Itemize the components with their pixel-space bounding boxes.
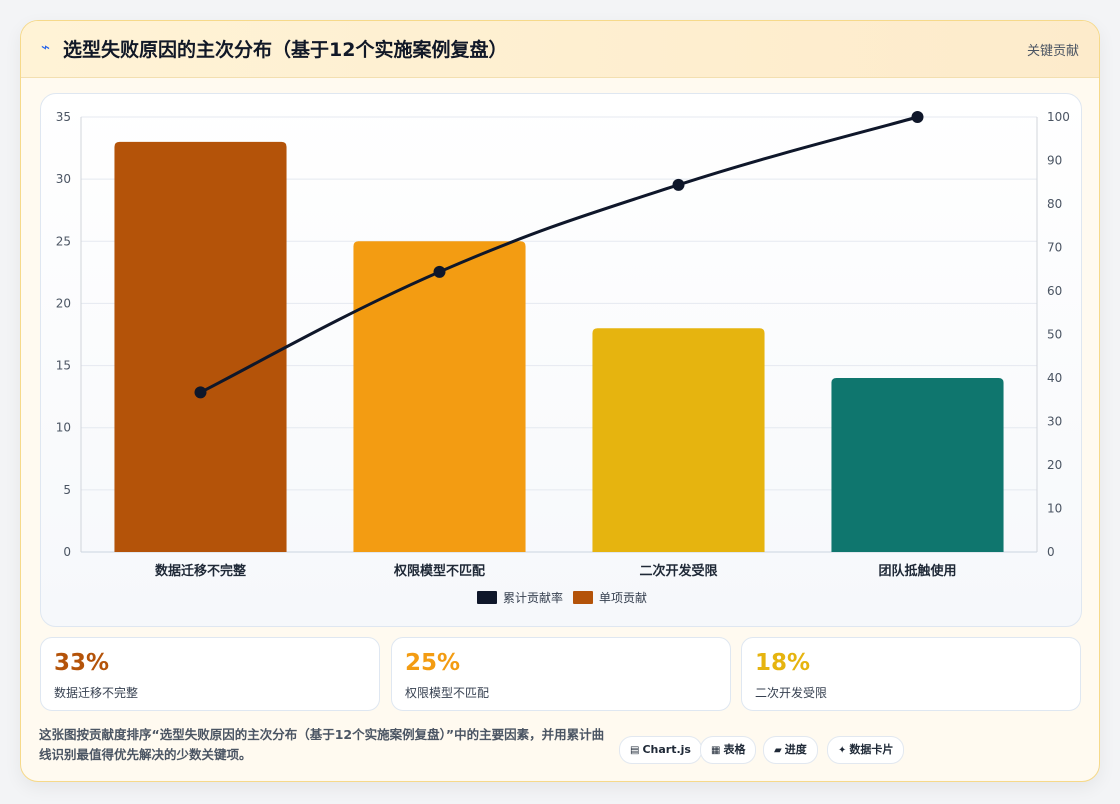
y-left-tick-label: 0: [63, 545, 71, 559]
progress-icon: ▰: [774, 745, 782, 756]
cumulative-point: [911, 111, 924, 123]
y-left-tick-label: 10: [56, 421, 71, 435]
chart-icon: ▤: [630, 745, 640, 756]
y-left-tick-label: 25: [56, 234, 71, 248]
cumulative-line: [199, 115, 918, 394]
chart-description: 这张图按贡献度排序“选型失败原因的主次分布（基于12个实施案例复盘）”中的主要因…: [39, 727, 605, 762]
cumulative-point: [672, 178, 685, 191]
stat-card: 33% 数据迁移不完整: [40, 637, 380, 711]
y-right-tick-label: 50: [1047, 328, 1062, 342]
legend-label: 单项贡献: [599, 590, 647, 605]
y-right-tick-label: 90: [1047, 154, 1062, 168]
sparkle-icon: ✦: [838, 745, 847, 756]
stat-value: 25%: [405, 650, 461, 676]
cumulative-point: [194, 386, 207, 399]
stat-value: 33%: [54, 650, 110, 676]
chip-data-cards[interactable]: ✦ 数据卡片: [827, 736, 905, 764]
legend-swatch: [573, 591, 593, 604]
y-right-tick-label: 40: [1047, 371, 1062, 385]
stat-label: 权限模型不匹配: [405, 686, 490, 700]
y-right-tick-label: 0: [1047, 545, 1055, 559]
y-left-tick-label: 15: [56, 359, 71, 373]
chart-panel: 0 5 10 15 20 25 30 35 0 10 20 30 40 50 60 70 80 90 100 数据迁移…: [40, 93, 1082, 627]
legend-swatch: [477, 591, 497, 604]
table-icon: ▦: [711, 745, 721, 756]
y-left-tick-label: 5: [63, 483, 71, 497]
bar: [592, 328, 765, 552]
card-header: ⌁ 选型失败原因的主次分布（基于12个实施案例复盘） 关键贡献: [21, 21, 1099, 78]
legend-label: 累计贡献率: [503, 590, 563, 605]
y-right-tick-label: 20: [1047, 458, 1062, 472]
y-right-tick-label: 70: [1047, 241, 1062, 255]
stat-value: 18%: [755, 650, 811, 676]
y-right-tick-label: 80: [1047, 197, 1062, 211]
x-category-label: 团队抵触使用: [878, 563, 956, 579]
y-left-tick-label: 20: [56, 296, 71, 310]
y-right-tick-label: 30: [1047, 415, 1062, 429]
y-right-tick-label: 10: [1047, 502, 1062, 516]
x-category-label: 权限模型不匹配: [393, 563, 485, 579]
chip-table[interactable]: ▦ 表格: [700, 736, 757, 764]
stat-card: 25% 权限模型不匹配: [391, 637, 731, 711]
y-right-tick-label: 60: [1047, 284, 1062, 298]
lightning-icon: ⌁: [41, 38, 51, 56]
y-left-tick-label: 30: [56, 172, 71, 186]
chart-title: 选型失败原因的主次分布（基于12个实施案例复盘）: [63, 39, 508, 61]
stat-label: 二次开发受限: [755, 686, 828, 700]
bar: [353, 241, 526, 553]
chip-chartjs[interactable]: ▤ Chart.js: [619, 736, 702, 764]
x-category-label: 二次开发受限: [639, 563, 718, 579]
chip-label: 表格: [723, 743, 746, 756]
bar: [114, 141, 287, 552]
chip-label: Chart.js: [642, 743, 691, 756]
pareto-chart: 0 5 10 15 20 25 30 35 0 10 20 30 40 50 60 70 80 90 100 数据迁移…: [56, 110, 1070, 605]
stat-card: 18% 二次开发受限: [741, 637, 1081, 711]
bar: [831, 378, 1004, 552]
chip-progress[interactable]: ▰ 进度: [763, 736, 818, 764]
x-category-label: 数据迁移不完整: [155, 563, 247, 579]
chart-card: ⌁ 选型失败原因的主次分布（基于12个实施案例复盘） 关键贡献 0 5 10 15 20…: [20, 20, 1100, 782]
y-right-tick-label: 100: [1047, 110, 1070, 124]
stat-label: 数据迁移不完整: [54, 686, 139, 700]
cumulative-point: [433, 265, 446, 278]
y-left-tick-label: 35: [56, 110, 71, 124]
header-tag: 关键贡献: [1026, 44, 1079, 59]
chip-label: 进度: [784, 743, 807, 756]
chip-label: 数据卡片: [849, 743, 894, 756]
